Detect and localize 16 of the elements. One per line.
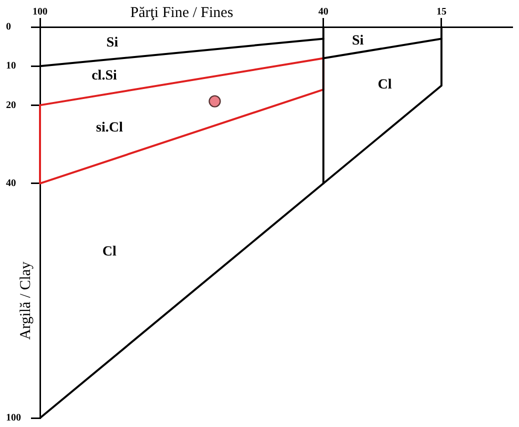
- annotation: Cl: [378, 77, 392, 92]
- y-tick-label: 0: [6, 22, 11, 33]
- y-tick-label: 10: [6, 60, 16, 72]
- annotation: Si: [106, 36, 118, 51]
- annotation: Cl: [102, 244, 117, 260]
- y-tick-label: 100: [6, 412, 21, 424]
- x-tick-label: 15: [436, 6, 446, 18]
- y-tick-label: 40: [6, 178, 16, 189]
- x-tick-label: 100: [32, 6, 48, 18]
- y-axis-title: Argilă / Clay: [18, 261, 34, 340]
- annotation: cl.Si: [92, 68, 117, 84]
- annotation: Si: [352, 33, 364, 48]
- x-tick-label: 40: [318, 6, 328, 18]
- y-tick-label: 20: [6, 100, 16, 111]
- x-axis-title: Părţi Fine / Fines: [130, 4, 234, 21]
- annotation: si.Cl: [96, 120, 123, 136]
